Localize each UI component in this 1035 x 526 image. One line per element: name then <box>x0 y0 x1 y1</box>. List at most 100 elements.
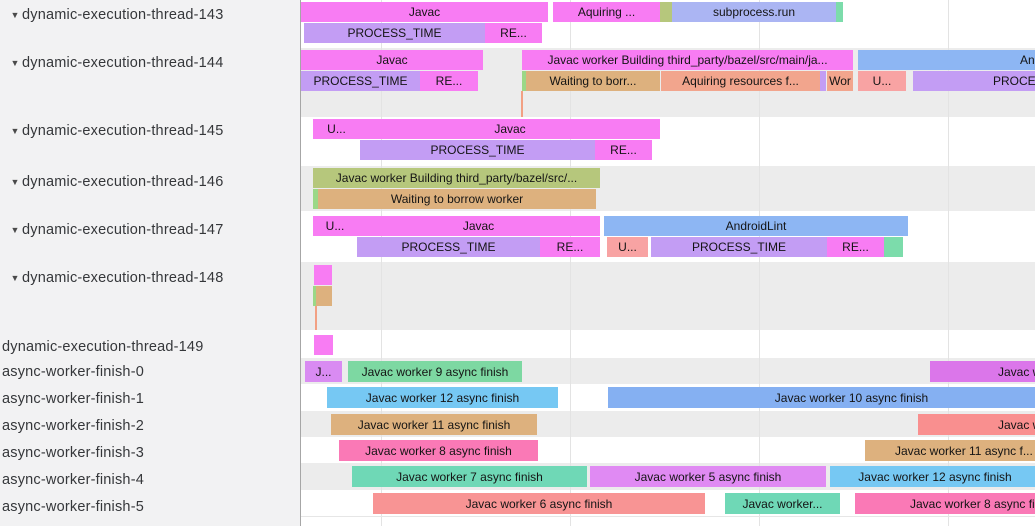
instant-marker-tick[interactable] <box>315 306 317 330</box>
slice-u[interactable]: U... <box>313 119 360 139</box>
track-label: async-worker-finish-4 <box>2 472 144 488</box>
slice-re[interactable]: RE... <box>595 140 652 160</box>
slice-re[interactable]: RE... <box>540 237 600 257</box>
slice-label: Javac worker... <box>742 496 823 511</box>
slice-javac[interactable]: Javac <box>301 50 483 70</box>
sidebar-row-async-worker-finish-4[interactable]: async-worker-finish-4 <box>0 470 300 490</box>
slice-javac[interactable]: Javac <box>360 119 660 139</box>
slice-label: Javac worker 12 async finish <box>365 390 520 405</box>
slice-re[interactable]: RE... <box>827 237 884 257</box>
slice[interactable] <box>660 2 672 22</box>
collapse-arrow-icon[interactable]: ▼ <box>10 58 20 68</box>
slice-androidlint[interactable]: AndroidLint <box>858 50 1035 70</box>
slice-label: Javac <box>376 53 408 67</box>
slice-label: AndroidLint <box>1020 53 1035 67</box>
collapse-arrow-icon[interactable]: ▼ <box>10 177 20 187</box>
slice-label: Javac worker 6 async finish <box>465 496 613 511</box>
slice-aquiring-resources-f[interactable]: Aquiring resources f... <box>661 71 820 91</box>
slice-waiting-to-borrow-worker[interactable]: Waiting to borrow worker <box>318 189 596 209</box>
sidebar-row-dynamic-execution-thread-147[interactable]: ▼ dynamic-execution-thread-147 <box>0 220 300 240</box>
slice-process-time[interactable]: PROCESS_TIME <box>304 23 485 43</box>
track-label: async-worker-finish-1 <box>2 391 144 407</box>
slice-javac-worker-8-async-finish[interactable]: Javac worker 8 async finish <box>339 440 538 461</box>
slice[interactable] <box>314 335 333 355</box>
slice-javac-worker[interactable]: Javac worker... <box>930 361 1035 382</box>
slice-re[interactable]: RE... <box>485 23 542 43</box>
slice-label: Waiting to borr... <box>549 74 637 88</box>
collapse-arrow-icon[interactable]: ▼ <box>10 225 20 235</box>
slice-javac-worker[interactable]: Javac worker... <box>918 414 1035 435</box>
slice[interactable] <box>316 286 332 306</box>
collapse-arrow-icon[interactable]: ▼ <box>10 273 20 283</box>
track-label: dynamic-execution-thread-144 <box>22 55 224 71</box>
sidebar-row-dynamic-execution-thread-143[interactable]: ▼ dynamic-execution-thread-143 <box>0 5 300 25</box>
slice-j[interactable]: J... <box>305 361 342 382</box>
slice-javac-worker-building-third-party-bazel-src-main-ja[interactable]: Javac worker Building third_party/bazel/… <box>522 50 853 70</box>
collapse-arrow-icon[interactable]: ▼ <box>10 10 20 20</box>
sidebar-row-async-worker-finish-0[interactable]: async-worker-finish-0 <box>0 362 300 382</box>
collapse-arrow-icon[interactable]: ▼ <box>10 126 20 136</box>
time-gridline <box>570 0 571 526</box>
slice-javac-worker[interactable]: Javac worker... <box>725 493 840 514</box>
slice-label: Aquiring ... <box>577 5 636 19</box>
sidebar-row-dynamic-execution-thread-146[interactable]: ▼ dynamic-execution-thread-146 <box>0 172 300 192</box>
sidebar-row-async-worker-finish-5[interactable]: async-worker-finish-5 <box>0 497 300 517</box>
slice-javac-worker-6-async-finish[interactable]: Javac worker 6 async finish <box>373 493 705 514</box>
slice-javac-worker-11-async-finish[interactable]: Javac worker 11 async finish <box>331 414 537 435</box>
slice[interactable] <box>314 265 332 285</box>
slice-u[interactable]: U... <box>607 237 648 257</box>
sidebar-row-dynamic-execution-thread-145[interactable]: ▼ dynamic-execution-thread-145 <box>0 121 300 141</box>
slice-label: PROCESS_TIME <box>691 240 787 254</box>
slice-process-time[interactable]: PROCESS_TIME <box>357 237 540 257</box>
slice[interactable] <box>820 71 826 91</box>
slice-u[interactable]: U... <box>313 216 357 236</box>
slice-label: PROCESS_TIME <box>347 26 442 40</box>
slice-label: Javac worker 9 async finish <box>361 364 509 379</box>
slice-re[interactable]: RE... <box>420 71 478 91</box>
slice-label: RE... <box>435 74 463 88</box>
slice-javac-worker-10-async-finish[interactable]: Javac worker 10 async finish <box>608 387 1035 408</box>
slice-androidlint[interactable]: AndroidLint <box>604 216 908 236</box>
slice-javac[interactable]: Javac <box>357 216 600 236</box>
slice-javac-worker-5-async-finish[interactable]: Javac worker 5 async finish <box>590 466 826 487</box>
sidebar-row-async-worker-finish-2[interactable]: async-worker-finish-2 <box>0 416 300 436</box>
slice-aquiring[interactable]: Aquiring ... <box>553 2 660 22</box>
slice-u[interactable]: U... <box>858 71 906 91</box>
slice-label: Javac worker 7 async finish <box>396 469 543 484</box>
track-label: dynamic-execution-thread-148 <box>22 270 224 286</box>
slice-javac-worker-12-async-finish[interactable]: Javac worker 12 async finish <box>327 387 558 408</box>
sidebar-row-dynamic-execution-thread-144[interactable]: ▼ dynamic-execution-thread-144 <box>0 53 300 73</box>
slice-javac-worker-8-async-finish[interactable]: Javac worker 8 async finish <box>855 493 1035 514</box>
slice-javac-worker-11-async-f[interactable]: Javac worker 11 async f... <box>865 440 1035 461</box>
slice[interactable] <box>884 237 903 257</box>
slice[interactable] <box>313 286 316 306</box>
slice-javac-worker-7-async-finish[interactable]: Javac worker 7 async finish <box>352 466 587 487</box>
sidebar-row-dynamic-execution-thread-149[interactable]: dynamic-execution-thread-149 <box>0 337 300 357</box>
slice-javac-worker-9-async-finish[interactable]: Javac worker 9 async finish <box>348 361 522 382</box>
slice-javac[interactable]: Javac <box>301 2 548 22</box>
slice-label: Javac worker Building third_party/bazel/… <box>547 53 828 67</box>
sidebar-row-async-worker-finish-1[interactable]: async-worker-finish-1 <box>0 389 300 409</box>
slice-process-time[interactable]: PROCESS_TIME <box>913 71 1035 91</box>
sidebar-row-async-worker-finish-3[interactable]: async-worker-finish-3 <box>0 443 300 463</box>
time-gridline <box>759 0 760 526</box>
slice-javac-worker-building-third-party-bazel-src[interactable]: Javac worker Building third_party/bazel/… <box>313 168 600 188</box>
slice-wor[interactable]: Wor <box>827 71 853 91</box>
sidebar-row-dynamic-execution-thread-148[interactable]: ▼ dynamic-execution-thread-148 <box>0 268 300 288</box>
slice[interactable] <box>313 189 318 209</box>
slice[interactable] <box>836 2 843 22</box>
slice-label: Javac worker 8 async finish <box>910 496 1035 511</box>
slice-label: PROCESS_TIME <box>313 74 408 88</box>
slice-javac-worker-12-async-finish[interactable]: Javac worker 12 async finish <box>830 466 1035 487</box>
track-label: dynamic-execution-thread-146 <box>22 174 224 190</box>
timeline[interactable]: Javac Aquiring ... subprocess.run PROCESS_T… <box>301 0 1035 526</box>
instant-marker-tick[interactable] <box>521 91 523 117</box>
track-dynamic-execution-thread-148 <box>301 262 1035 330</box>
slice-waiting-to-borr[interactable]: Waiting to borr... <box>526 71 660 91</box>
slice[interactable] <box>522 71 526 91</box>
slice-process-time[interactable]: PROCESS_TIME <box>301 71 420 91</box>
slice-process-time[interactable]: PROCESS_TIME <box>651 237 827 257</box>
slice-process-time[interactable]: PROCESS_TIME <box>360 140 595 160</box>
bottom-divider <box>301 516 1035 517</box>
slice-subprocess-run[interactable]: subprocess.run <box>672 2 836 22</box>
